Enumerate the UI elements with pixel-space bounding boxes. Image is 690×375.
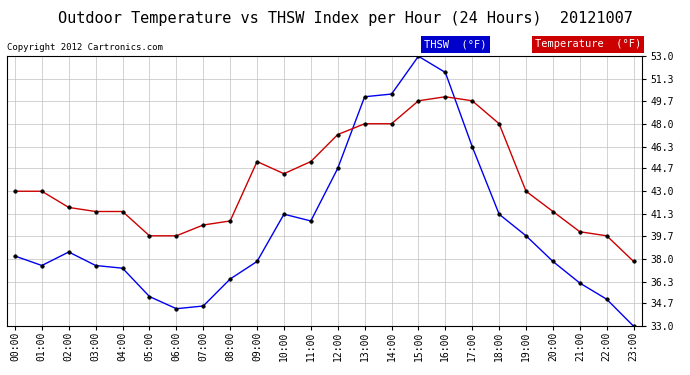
Text: Copyright 2012 Cartronics.com: Copyright 2012 Cartronics.com	[7, 43, 163, 52]
Text: Temperature  (°F): Temperature (°F)	[535, 39, 641, 50]
Text: THSW  (°F): THSW (°F)	[424, 39, 487, 50]
Text: Outdoor Temperature vs THSW Index per Hour (24 Hours)  20121007: Outdoor Temperature vs THSW Index per Ho…	[57, 11, 633, 26]
